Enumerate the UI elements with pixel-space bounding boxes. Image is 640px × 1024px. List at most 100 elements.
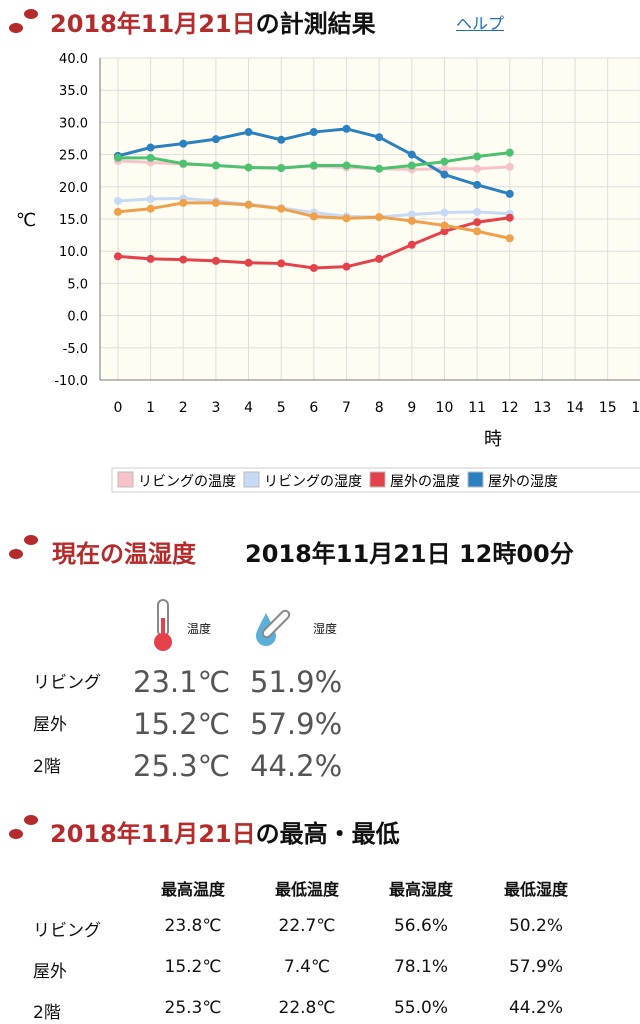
data-point	[375, 133, 384, 142]
x-tick-label: 9	[407, 400, 416, 416]
x-axis-label: 時	[484, 429, 502, 450]
humidity-value: 44.2%	[250, 749, 343, 783]
footprint-icon	[9, 815, 38, 839]
table-cell: 56.6%	[393, 916, 448, 936]
current-title: 現在の温湿度	[52, 540, 196, 568]
data-point	[342, 214, 351, 223]
x-tick-label: 8	[375, 400, 384, 416]
data-point	[505, 148, 514, 157]
data-point	[440, 164, 449, 173]
temp-icon-label: 温度	[187, 622, 212, 636]
data-point	[309, 212, 318, 221]
data-point	[440, 170, 449, 179]
y-tick-label: 0.0	[67, 310, 88, 325]
data-point	[440, 227, 449, 236]
table-cell: 50.2%	[508, 916, 563, 936]
data-point	[244, 163, 253, 172]
header-title: 2018年11月21日の計測結果	[50, 4, 376, 39]
data-point	[342, 124, 351, 133]
data-point	[473, 227, 482, 236]
data-point	[375, 164, 384, 173]
table-cell: 7.4℃	[283, 957, 331, 977]
thermometer-icon	[154, 599, 172, 651]
y-tick-label: 35.0	[59, 84, 88, 99]
legend-label: 屋外の温度	[390, 474, 460, 490]
table-suffix: の最高・最低	[255, 820, 400, 848]
data-point	[505, 234, 514, 243]
table-header: 最高温度	[160, 880, 225, 899]
data-point	[179, 139, 188, 148]
x-tick-label: 1	[146, 400, 155, 416]
header-date: 2018年11月21日	[50, 10, 256, 38]
row-label: 屋外	[33, 715, 67, 735]
table-header: 最低温度	[274, 880, 339, 899]
data-point	[113, 196, 122, 205]
data-point	[440, 208, 449, 217]
y-tick-label: 30.0	[59, 116, 88, 131]
data-point	[277, 164, 286, 173]
data-point	[407, 216, 416, 225]
table-date: 2018年11月21日	[50, 820, 256, 848]
temp-value: 25.3℃	[133, 749, 231, 783]
data-point	[179, 159, 188, 168]
data-point	[473, 218, 482, 227]
data-point	[309, 128, 318, 137]
data-point	[179, 255, 188, 264]
data-point	[146, 204, 155, 213]
x-tick-label: 7	[342, 400, 351, 416]
x-tick-label: 2	[179, 400, 188, 416]
table-cell: 78.1%	[393, 957, 448, 977]
data-point	[244, 258, 253, 267]
legend-swatch	[243, 471, 260, 488]
humidity-icon	[256, 609, 291, 646]
table-cell: 22.8℃	[278, 998, 336, 1018]
data-point	[146, 143, 155, 152]
x-tick-label: 3	[211, 400, 220, 416]
header-suffix: の計測結果	[255, 10, 376, 38]
data-point	[146, 254, 155, 263]
data-point	[505, 213, 514, 222]
table-cell: 22.7℃	[278, 916, 336, 936]
help-link[interactable]: ヘルプ	[456, 14, 505, 33]
data-point	[309, 161, 318, 170]
x-tick-label: 0	[113, 400, 122, 416]
y-tick-label: 15.0	[59, 213, 88, 228]
temp-value: 15.2℃	[133, 707, 231, 741]
row-label: 2階	[33, 757, 61, 777]
data-point	[277, 204, 286, 213]
legend-label: 屋外の湿度	[488, 474, 558, 490]
table-cell: 44.2%	[508, 998, 563, 1018]
data-point	[211, 135, 220, 144]
row-label: 2階	[33, 1003, 61, 1023]
y-axis-label: ℃	[16, 210, 36, 231]
table-cell: 15.2℃	[164, 957, 222, 977]
data-point	[113, 207, 122, 216]
x-tick-label: 11	[468, 400, 486, 416]
legend-label: リビングの温度	[138, 474, 236, 490]
footprint-icon	[9, 9, 38, 33]
footprint-icon	[9, 535, 38, 559]
data-point	[505, 162, 514, 171]
y-tick-label: -10.0	[54, 374, 88, 389]
data-point	[505, 189, 514, 198]
row-label: 屋外	[33, 962, 67, 982]
x-tick-label: 6	[309, 400, 318, 416]
y-tick-label: -5.0	[63, 342, 88, 357]
data-point	[407, 240, 416, 249]
data-point	[440, 157, 449, 166]
y-tick-label: 25.0	[59, 149, 88, 164]
data-point	[375, 213, 384, 222]
data-point	[244, 200, 253, 209]
x-tick-label: 4	[244, 400, 253, 416]
data-point	[473, 152, 482, 161]
legend-label: リビングの湿度	[264, 474, 362, 490]
x-tick-label: 14	[566, 400, 584, 416]
x-tick-label: 15	[599, 400, 617, 416]
table-cell: 25.3℃	[164, 998, 222, 1018]
data-point	[211, 256, 220, 265]
humidity-icon-label: 湿度	[313, 622, 338, 636]
table-cell: 57.9%	[508, 957, 563, 977]
x-tick-label: 12	[501, 400, 519, 416]
data-point	[473, 164, 482, 173]
